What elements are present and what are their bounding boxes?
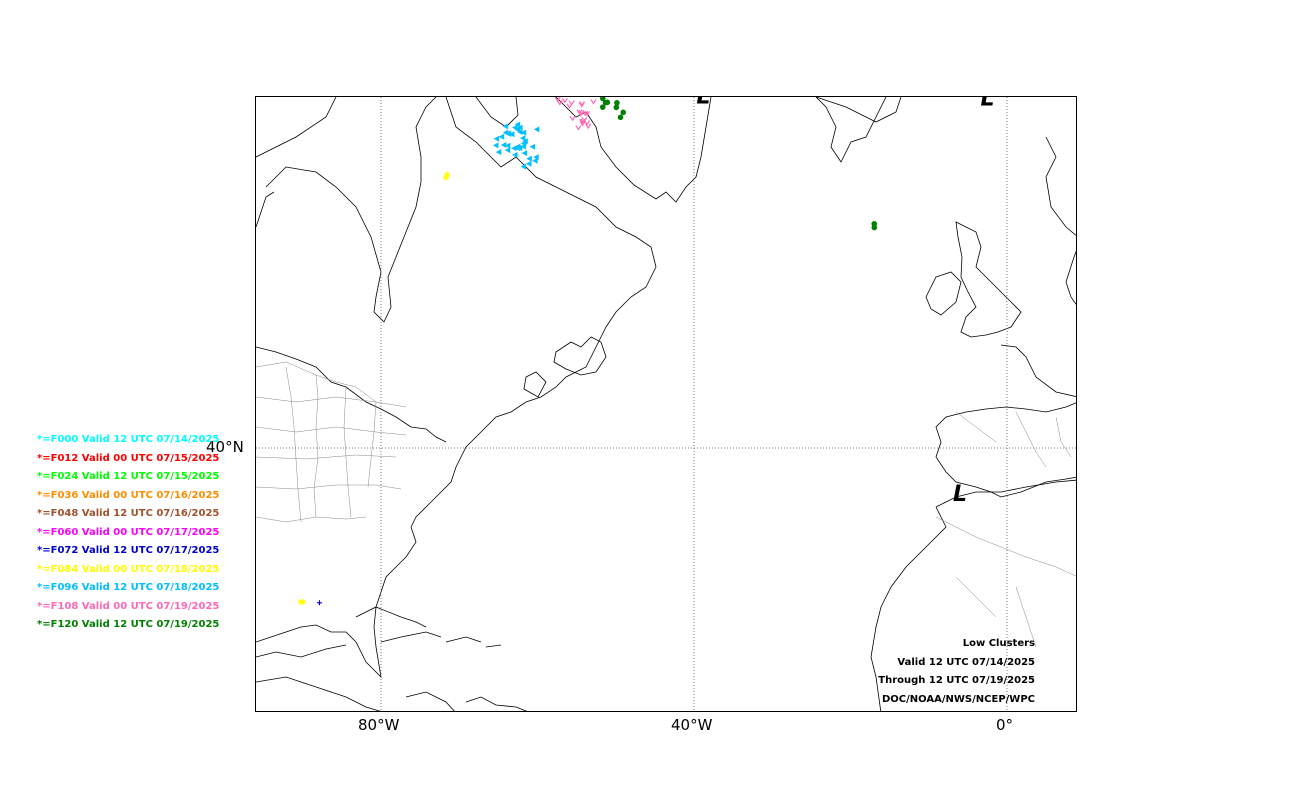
cluster-point (533, 154, 539, 161)
cluster-point (529, 143, 536, 150)
lat-label-40n: 40°N (206, 438, 244, 456)
cluster-point (585, 123, 592, 130)
cluster-point (526, 155, 532, 162)
cluster-point (554, 97, 561, 103)
cluster-point (600, 97, 606, 102)
info-title: Low Clusters (962, 638, 1035, 649)
info-block: Low Clusters Valid 12 UTC 07/14/2025 Thr… (878, 638, 1035, 712)
cluster-point (602, 99, 609, 106)
lon-label-80w: 80°W (358, 716, 400, 734)
cluster-point (525, 160, 532, 167)
legend-entry: *=F108 Valid 00 UTC 07/19/2025 (37, 600, 220, 612)
cluster-point (492, 142, 499, 149)
coastlines (256, 97, 1076, 711)
map-frame: LLLLLLL (255, 96, 1077, 712)
cluster-point (599, 104, 606, 110)
cluster-point (297, 598, 304, 605)
cluster-point (316, 600, 322, 606)
cluster-point (520, 129, 527, 136)
cluster-point (620, 109, 627, 116)
cluster-point (519, 135, 526, 142)
cluster-point (579, 121, 586, 127)
cluster-point (500, 141, 507, 148)
cluster-point (502, 123, 509, 130)
cluster-point (512, 151, 518, 158)
cluster-point (576, 109, 583, 115)
cluster-point (569, 115, 576, 122)
lon-label-40w: 40°W (671, 716, 713, 734)
low-marker: L (980, 97, 994, 112)
cluster-point (871, 221, 877, 227)
cluster-point (504, 142, 511, 149)
cluster-point (512, 124, 518, 131)
cluster-point (532, 157, 538, 164)
info-through: Through 12 UTC 07/19/2025 (878, 675, 1035, 686)
cluster-point (584, 111, 591, 117)
cluster-point (614, 100, 620, 106)
cluster-point (590, 99, 597, 105)
cluster-point (581, 116, 588, 123)
cluster-point (498, 133, 505, 140)
low-marker: L (953, 482, 967, 507)
map-canvas: LLLLLLL (256, 97, 1076, 711)
cluster-point (561, 98, 568, 104)
cluster-point (521, 150, 528, 157)
cluster-point (617, 114, 624, 121)
cluster-point (508, 131, 515, 138)
legend-entry: *=F024 Valid 12 UTC 07/15/2025 (37, 471, 220, 482)
cluster-point (533, 126, 540, 133)
cluster-point (514, 121, 521, 128)
political-borders (256, 361, 1076, 648)
cluster-point (444, 171, 451, 178)
cluster-point (520, 163, 527, 170)
legend-entry: *=F000 Valid 12 UTC 07/14/2025 (37, 434, 220, 445)
lon-label-0: 0° (996, 716, 1014, 734)
legend-entry: *=F072 Valid 12 UTC 07/17/2025 (37, 545, 220, 556)
cluster-point (517, 128, 523, 135)
cluster-point (514, 145, 521, 152)
cluster-point (495, 149, 502, 156)
cluster-point (556, 100, 563, 106)
cluster-point (522, 138, 528, 145)
cluster-point (504, 147, 511, 154)
low-marker: L (696, 97, 710, 109)
legend-entry: *=F120 Valid 12 UTC 07/19/2025 (37, 619, 220, 630)
legend-entry: *=F036 Valid 00 UTC 07/16/2025 (37, 489, 220, 501)
cluster-point (582, 110, 589, 117)
graticule (256, 97, 1076, 711)
legend-entry: *=F060 Valid 00 UTC 07/17/2025 (37, 526, 220, 538)
cluster-point (520, 143, 526, 150)
cluster-point (613, 104, 620, 111)
cluster-point (578, 101, 585, 107)
cluster-point (502, 129, 509, 136)
cluster-point (442, 174, 449, 181)
info-credit: DOC/NOAA/NWS/NCEP/WPC (882, 693, 1035, 705)
legend: *=F000 Valid 12 UTC 07/14/2025 *=F012 Va… (37, 434, 219, 638)
cluster-point (566, 103, 573, 109)
cluster-point (575, 125, 582, 131)
cluster-points (297, 97, 878, 606)
low-markers: LLLLLLL (696, 97, 994, 507)
legend-entry: *=F048 Valid 12 UTC 07/16/2025 (37, 508, 220, 519)
cluster-point (493, 135, 500, 142)
legend-entry: *=F084 Valid 00 UTC 07/18/2025 (37, 563, 220, 575)
info-valid: Valid 12 UTC 07/14/2025 (897, 656, 1035, 668)
legend-entry: *=F096 Valid 12 UTC 07/18/2025 (37, 582, 220, 593)
cluster-point (511, 145, 517, 152)
legend-entry: *=F012 Valid 00 UTC 07/15/2025 (37, 452, 220, 464)
